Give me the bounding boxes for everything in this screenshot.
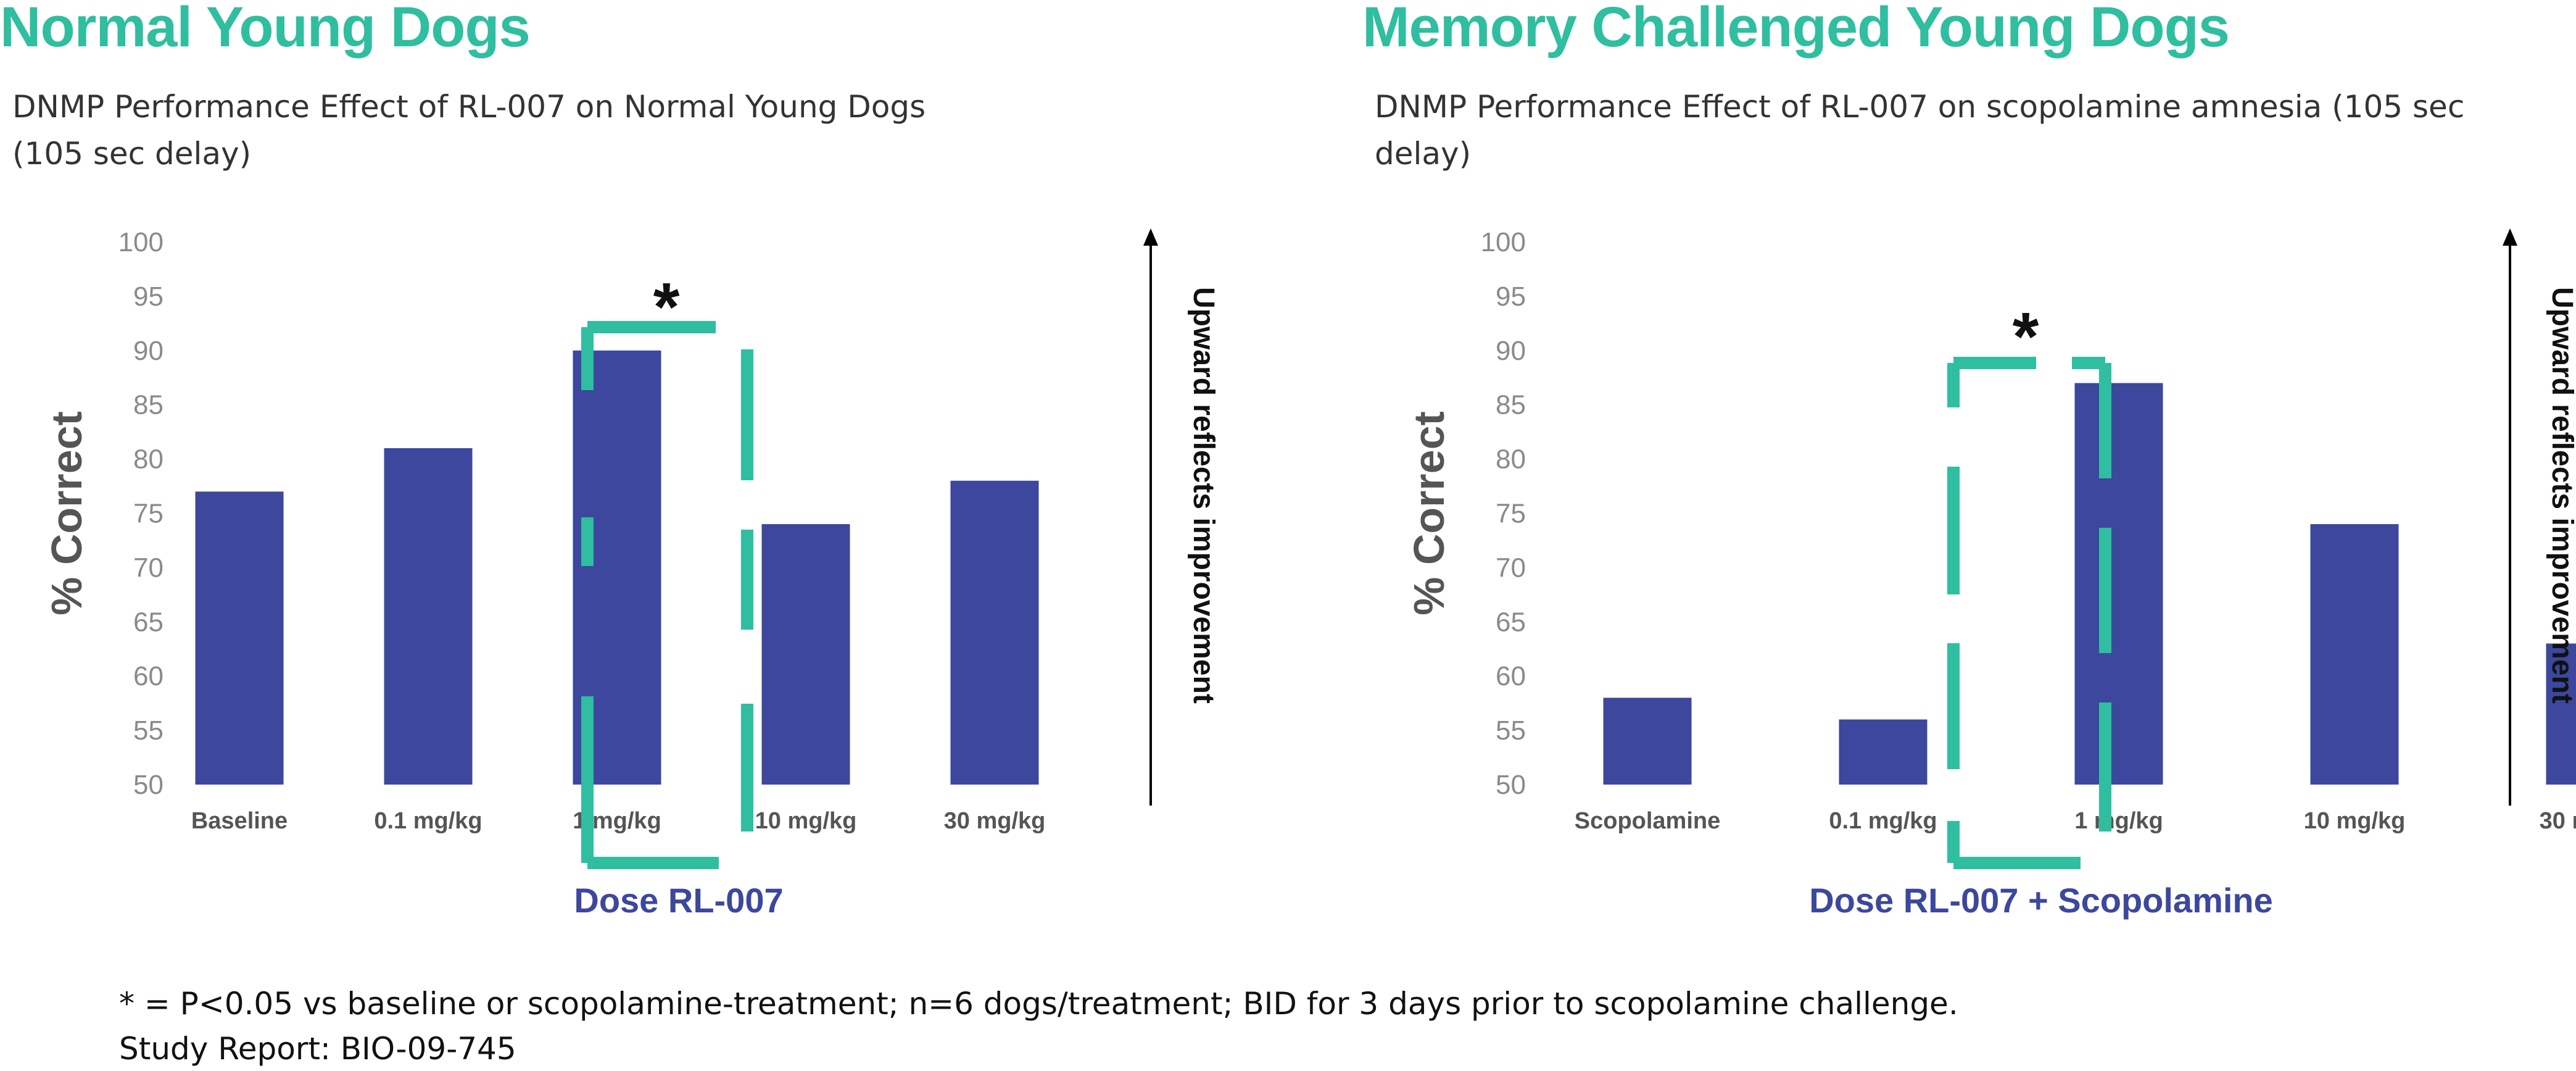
- left-bar-1: [195, 491, 284, 785]
- right-bar-1: [1603, 698, 1692, 785]
- right-y-tick-label: 60: [1496, 661, 1526, 691]
- left-panel-title: Normal Young Dogs: [0, 0, 531, 59]
- right-y-tick-label: 75: [1496, 499, 1526, 529]
- right-y-tick-label: 95: [1496, 281, 1526, 312]
- right-arrow-head: [2503, 228, 2517, 246]
- left-y-tick-label: 65: [133, 607, 164, 637]
- right-bar-3: [2074, 383, 2163, 785]
- left-y-tick-label: 70: [133, 552, 164, 583]
- right-y-axis-label: % Correct: [1405, 411, 1453, 615]
- significance-footnote: * = P<0.05 vs baseline or scopolamine-tr…: [119, 986, 1958, 1022]
- right-y-tick-label: 90: [1496, 336, 1526, 366]
- left-subtitle-line-1: DNMP Performance Effect of RL-007 on Nor…: [12, 89, 926, 125]
- left-y-axis-label: % Correct: [43, 411, 91, 615]
- left-y-tick-label: 55: [133, 715, 164, 746]
- left-y-tick-label: 60: [133, 661, 164, 691]
- right-subtitle-line-2: delay): [1375, 136, 1472, 172]
- right-x-axis-label: Dose RL-007 + Scopolamine: [1809, 881, 2273, 920]
- study-report-footnote: Study Report: BIO-09-745: [119, 1031, 516, 1067]
- left-y-tick-label: 75: [133, 499, 164, 529]
- right-bar-2: [1839, 719, 1928, 785]
- left-y-tick-label: 85: [133, 390, 164, 420]
- left-category-label: Baseline: [191, 808, 288, 834]
- left-y-tick-label: 95: [133, 281, 164, 312]
- left-panel-subtitle: DNMP Performance Effect of RL-007 on Nor…: [12, 83, 926, 177]
- right-y-tick-label: 50: [1496, 770, 1526, 800]
- left-bar-2: [384, 448, 473, 785]
- right-bar-4: [2310, 524, 2399, 785]
- left-y-tick-label: 90: [133, 336, 164, 366]
- right-y-tick-label: 70: [1496, 552, 1526, 583]
- left-category-label: 0.1 mg/kg: [374, 808, 482, 834]
- right-significance-marker: *: [2013, 299, 2039, 375]
- right-arrow-label: Upward reflects improvement: [2546, 287, 2576, 704]
- right-category-label: 10 mg/kg: [2304, 808, 2406, 834]
- right-panel-subtitle: DNMP Performance Effect of RL-007 on sco…: [1375, 83, 2464, 177]
- right-category-label: 1 mg/kg: [2074, 808, 2163, 834]
- right-bar-5: [2546, 643, 2576, 785]
- right-category-label: Scopolamine: [1575, 808, 1721, 834]
- left-bar-5: [950, 480, 1039, 785]
- right-panel-title: Memory Challenged Young Dogs: [1362, 0, 2230, 59]
- left-significance-marker: *: [653, 269, 680, 345]
- left-arrow-head: [1143, 228, 1158, 246]
- right-y-tick-label: 85: [1496, 390, 1526, 420]
- right-category-label: 30 mg/kg: [2540, 808, 2576, 834]
- right-y-tick-label: 65: [1496, 607, 1526, 637]
- left-y-tick-label: 100: [118, 227, 164, 257]
- left-x-axis-label: Dose RL-007: [574, 881, 783, 920]
- right-y-tick-label: 100: [1481, 227, 1526, 257]
- right-y-tick-label: 80: [1496, 444, 1526, 475]
- left-bar-4: [761, 524, 850, 785]
- left-y-tick-label: 80: [133, 444, 164, 475]
- left-category-label: 30 mg/kg: [944, 808, 1046, 834]
- left-arrow-label: Upward reflects improvement: [1187, 287, 1220, 704]
- right-category-label: 0.1 mg/kg: [1829, 808, 1937, 834]
- right-y-tick-label: 55: [1496, 715, 1526, 746]
- left-category-label: 10 mg/kg: [755, 808, 857, 834]
- right-subtitle-line-1: DNMP Performance Effect of RL-007 on sco…: [1375, 89, 2465, 125]
- left-y-tick-label: 50: [133, 770, 164, 800]
- left-subtitle-line-2: (105 sec delay): [12, 136, 252, 172]
